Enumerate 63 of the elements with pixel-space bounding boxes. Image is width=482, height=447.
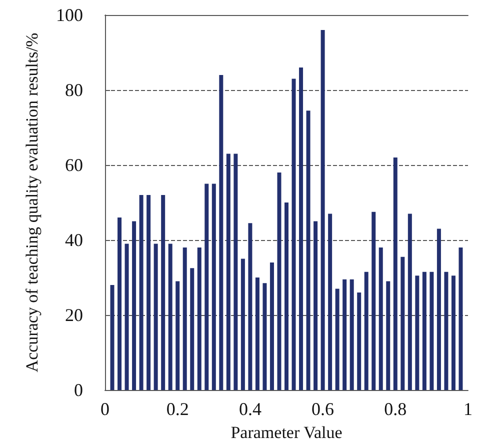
bar: [197, 248, 202, 390]
bar: [132, 221, 136, 390]
bar: [386, 281, 390, 390]
bar: [234, 154, 238, 390]
bar: [226, 154, 230, 390]
bar: [436, 228, 441, 390]
bar: [400, 256, 405, 390]
bar: [422, 272, 426, 390]
bar: [335, 288, 340, 390]
y-axis-title: Accuracy of teaching quality evaluation results/%: [22, 32, 42, 372]
bar: [110, 285, 114, 390]
bar: [320, 30, 325, 390]
x-axis-title: Parameter Value: [230, 423, 342, 442]
bar: [328, 214, 332, 390]
bar: [146, 195, 151, 390]
y-tick-label: 0: [74, 380, 83, 400]
bar: [342, 279, 347, 390]
x-tick-label: 0.2: [166, 399, 189, 419]
x-tick-label: 0.4: [238, 399, 262, 419]
bar: [262, 283, 267, 390]
y-tick-label: 60: [65, 155, 83, 175]
bar: [364, 272, 368, 390]
x-tick-label: 0: [100, 399, 110, 419]
x-tick-label: 1: [464, 399, 472, 419]
bar: [408, 214, 412, 390]
y-tick-label: 20: [65, 305, 83, 325]
bar: [393, 158, 398, 390]
bar: [168, 244, 172, 390]
bar: [299, 68, 304, 390]
bar: [255, 278, 260, 390]
y-tick-label: 40: [65, 230, 83, 250]
bar: [212, 184, 216, 390]
x-tick-label: 0.6: [312, 399, 334, 419]
bar: [270, 262, 274, 390]
bar: [154, 244, 158, 390]
bar: [458, 248, 463, 390]
bar: [378, 248, 383, 390]
y-tick-label: 80: [65, 80, 83, 100]
bar: [284, 202, 288, 390]
x-tick-label: 0.8: [384, 399, 407, 419]
y-tick-label: 100: [56, 5, 83, 25]
bar: [451, 276, 456, 390]
bar: [415, 276, 420, 390]
bar: [248, 223, 252, 390]
bar: [182, 248, 187, 390]
bar: [430, 272, 434, 390]
bar: [124, 244, 129, 390]
bar: [204, 184, 209, 390]
bar: [219, 75, 224, 390]
bar: [139, 195, 144, 390]
bar: [357, 292, 362, 390]
bar: [314, 221, 318, 390]
bar: [350, 279, 354, 390]
bar: [176, 281, 180, 390]
bar: [444, 272, 448, 390]
bar: [292, 78, 296, 390]
bar: [161, 195, 166, 390]
bar: [372, 212, 376, 390]
bar: [118, 218, 122, 390]
bar: [277, 172, 282, 390]
bar: [240, 258, 245, 390]
bar: [306, 110, 310, 390]
bar: [190, 268, 194, 390]
